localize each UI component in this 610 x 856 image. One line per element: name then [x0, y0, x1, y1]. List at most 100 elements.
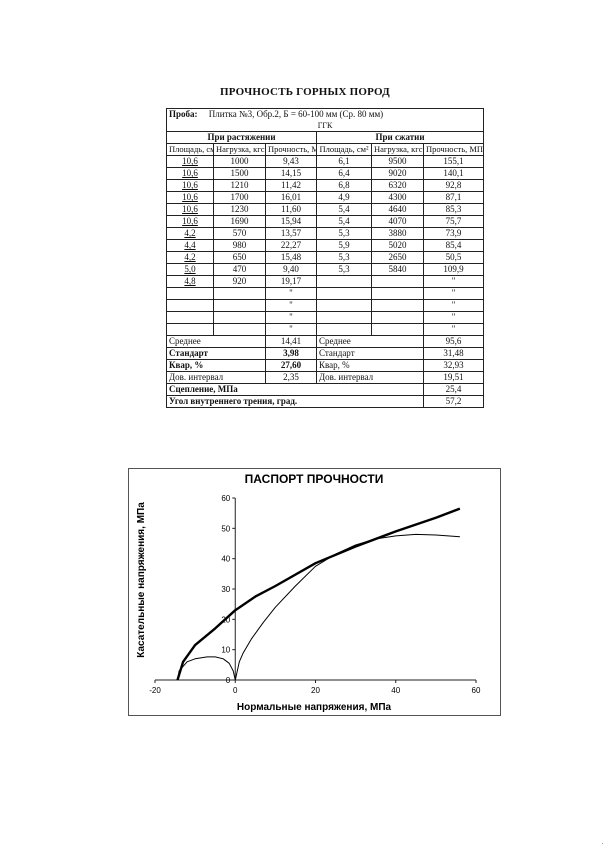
- compression-cell: 5,9: [316, 239, 372, 252]
- compression-cell: [316, 299, 372, 312]
- table-row: 10,6 1690 15,94 5,4 4070 75,7: [166, 215, 485, 228]
- tension-cell: 650: [213, 251, 266, 264]
- compression-cell: 85,4: [422, 239, 485, 252]
- compression-stat-label: Квар, %: [316, 359, 424, 372]
- compression-cell: ": [422, 323, 485, 336]
- tension-cell: 16,01: [265, 191, 317, 204]
- table-row: 10,6 1500 14,15 6,4 9020 140,1: [166, 167, 485, 180]
- table-row: " ": [166, 299, 485, 312]
- tension-cell: [166, 323, 214, 336]
- tension-cell: [213, 311, 266, 324]
- compression-stat-value: 95,6: [422, 335, 485, 348]
- tension-cell: 10,6: [166, 155, 214, 168]
- tension-cell: 1210: [213, 179, 266, 192]
- compression-cell: 2650: [371, 251, 424, 264]
- tension-cell: ": [265, 311, 317, 324]
- tension-cell: 19,17: [265, 275, 317, 288]
- chart-frame: [128, 468, 501, 716]
- tension-stat-value: 2,35: [265, 371, 317, 384]
- sample-label: Проба:: [169, 109, 198, 119]
- table-row: 4,2 570 13,57 5,3 3880 73,9: [166, 227, 485, 240]
- tension-stat-value: 3,98: [265, 347, 317, 360]
- tension-cell: 14,15: [265, 167, 317, 180]
- compression-cell: [371, 299, 424, 312]
- compression-cell: [316, 311, 372, 324]
- chart-svg: ПАСПОРТ ПРОЧНОСТИ Нормальные напряжения,…: [128, 468, 501, 716]
- summary-row: Стандарт 3,98 Стандарт 31,48: [166, 347, 485, 360]
- compression-cell: [316, 323, 372, 336]
- tension-cell: 10,6: [166, 215, 214, 228]
- table-row: 10,6 1000 9,43 6,1 9500 155,1: [166, 155, 485, 168]
- compression-stat-label: Дов. интервал: [316, 371, 424, 384]
- tension-cell: 9,43: [265, 155, 317, 168]
- table-row: " ": [166, 311, 485, 324]
- tension-cell: 15,48: [265, 251, 317, 264]
- strength-passport-chart: ПАСПОРТ ПРОЧНОСТИ Нормальные напряжения,…: [128, 468, 501, 716]
- series-line-0: [176, 507, 461, 681]
- compression-cell: 5840: [371, 263, 424, 276]
- y-tick-label: 30: [221, 585, 230, 594]
- strength-table: Проба: Плитка №3, Обр.2, Б = 60-100 мм (…: [165, 108, 485, 408]
- compression-cell: 6320: [371, 179, 424, 192]
- tension-cell: [166, 299, 214, 312]
- compression-cell: 5,3: [316, 227, 372, 240]
- tension-cell: [213, 287, 266, 300]
- table-row: 10,6 1210 11,42 6,8 6320 92,8: [166, 179, 485, 192]
- compression-cell: 3880: [371, 227, 424, 240]
- compression-cell: 6,1: [316, 155, 372, 168]
- y-tick-label: 50: [221, 524, 230, 533]
- compression-cell: 92,8: [422, 179, 485, 192]
- derived-label: Угол внутреннего трения, град.: [166, 395, 424, 408]
- x-tick-label: 60: [472, 686, 481, 695]
- compression-cell: 73,9: [422, 227, 485, 240]
- tension-header: При растяжении: [166, 131, 317, 144]
- table-row: 4,2 650 15,48 5,3 2650 50,5: [166, 251, 485, 264]
- compression-cell: [371, 287, 424, 300]
- sample-row: Проба: Плитка №3, Обр.2, Б = 60-100 мм (…: [165, 108, 485, 120]
- compression-cell: 5,4: [316, 203, 372, 216]
- compression-cell: 50,5: [422, 251, 485, 264]
- tension-cell: 980: [213, 239, 266, 252]
- tension-col-load: Нагрузка, кгс: [213, 143, 266, 156]
- compression-cell: 155,1: [422, 155, 485, 168]
- compression-cell: [371, 275, 424, 288]
- compression-cell: 9500: [371, 155, 424, 168]
- x-tick-label: 20: [311, 686, 320, 695]
- y-tick-label: 60: [221, 494, 230, 503]
- y-tick-label: 10: [221, 646, 230, 655]
- compression-cell: 9020: [371, 167, 424, 180]
- compression-cell: 140,1: [422, 167, 485, 180]
- tension-cell: 4,4: [166, 239, 214, 252]
- compression-cell: 4070: [371, 215, 424, 228]
- tension-cell: ": [265, 299, 317, 312]
- tension-cell: 1230: [213, 203, 266, 216]
- tension-cell: 10,6: [166, 179, 214, 192]
- table-row: " ": [166, 323, 485, 336]
- tension-cell: 5,0: [166, 263, 214, 276]
- compression-cell: 6,8: [316, 179, 372, 192]
- tension-cell: 15,94: [265, 215, 317, 228]
- compression-cell: ": [422, 287, 485, 300]
- sample-value: Плитка №3, Обр.2, Б = 60-100 мм (Ср. 80 …: [208, 109, 384, 119]
- summary-row: Среднее 14,41 Среднее 95,6: [166, 335, 485, 348]
- tension-cell: ": [265, 323, 317, 336]
- tension-col-strength: Прочность, МПа: [265, 143, 317, 156]
- tension-cell: 470: [213, 263, 266, 276]
- tension-stat-value: 14,41: [265, 335, 317, 348]
- compression-cell: 5,4: [316, 215, 372, 228]
- tension-cell: 4,8: [166, 275, 214, 288]
- tension-cell: 1500: [213, 167, 266, 180]
- table-row: 5,0 470 9,40 5,3 5840 109,9: [166, 263, 485, 276]
- series-line-2: [177, 656, 236, 681]
- series-line-1: [234, 533, 460, 681]
- compression-cell: ": [422, 275, 485, 288]
- tension-cell: 13,57: [265, 227, 317, 240]
- tension-cell: [166, 287, 214, 300]
- compression-cell: [371, 323, 424, 336]
- tension-stat-value: 27,60: [265, 359, 317, 372]
- tension-cell: 920: [213, 275, 266, 288]
- compression-cell: ": [422, 299, 485, 312]
- compression-stat-label: Среднее: [316, 335, 424, 348]
- tension-stat-label: Квар, %: [166, 359, 266, 372]
